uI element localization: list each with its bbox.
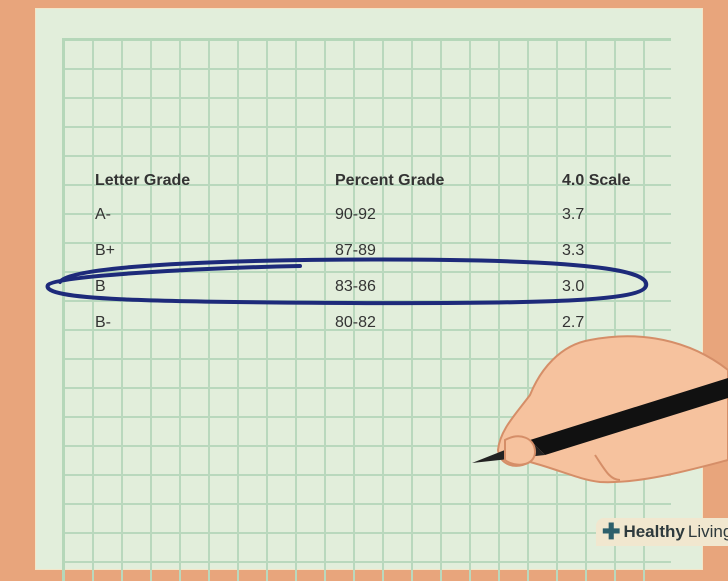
row-percent: 83-86 (335, 278, 376, 295)
row-letter: B- (95, 314, 111, 331)
header-4-0-scale: 4.0 Scale (562, 172, 631, 189)
row-scale: 3.7 (562, 206, 585, 223)
illustration-layer (45, 257, 728, 484)
header-letter-grade: Letter Grade (95, 172, 191, 189)
row-letter: B+ (95, 242, 116, 259)
grid-lines (62, 38, 671, 581)
hand-holding-pencil-icon (472, 335, 728, 484)
row-letter: B (95, 278, 106, 295)
header-percent-grade: Percent Grade (335, 172, 445, 189)
logo-text-light: Living (687, 522, 728, 541)
row-letter: A- (95, 206, 111, 223)
highlight-circle (45, 257, 649, 306)
logo-text-bold: Healthy (623, 522, 685, 541)
plus-leaf-icon: ✚ (602, 519, 621, 544)
row-percent: 90-92 (335, 206, 376, 223)
row-percent: 87-89 (335, 242, 376, 259)
row-scale: 3.0 (562, 278, 585, 295)
row-scale: 2.7 (562, 314, 585, 331)
healthy-living-logo: ✚ Healthy Living (596, 518, 728, 546)
row-scale: 3.3 (562, 242, 585, 259)
row-percent: 80-82 (335, 314, 376, 331)
